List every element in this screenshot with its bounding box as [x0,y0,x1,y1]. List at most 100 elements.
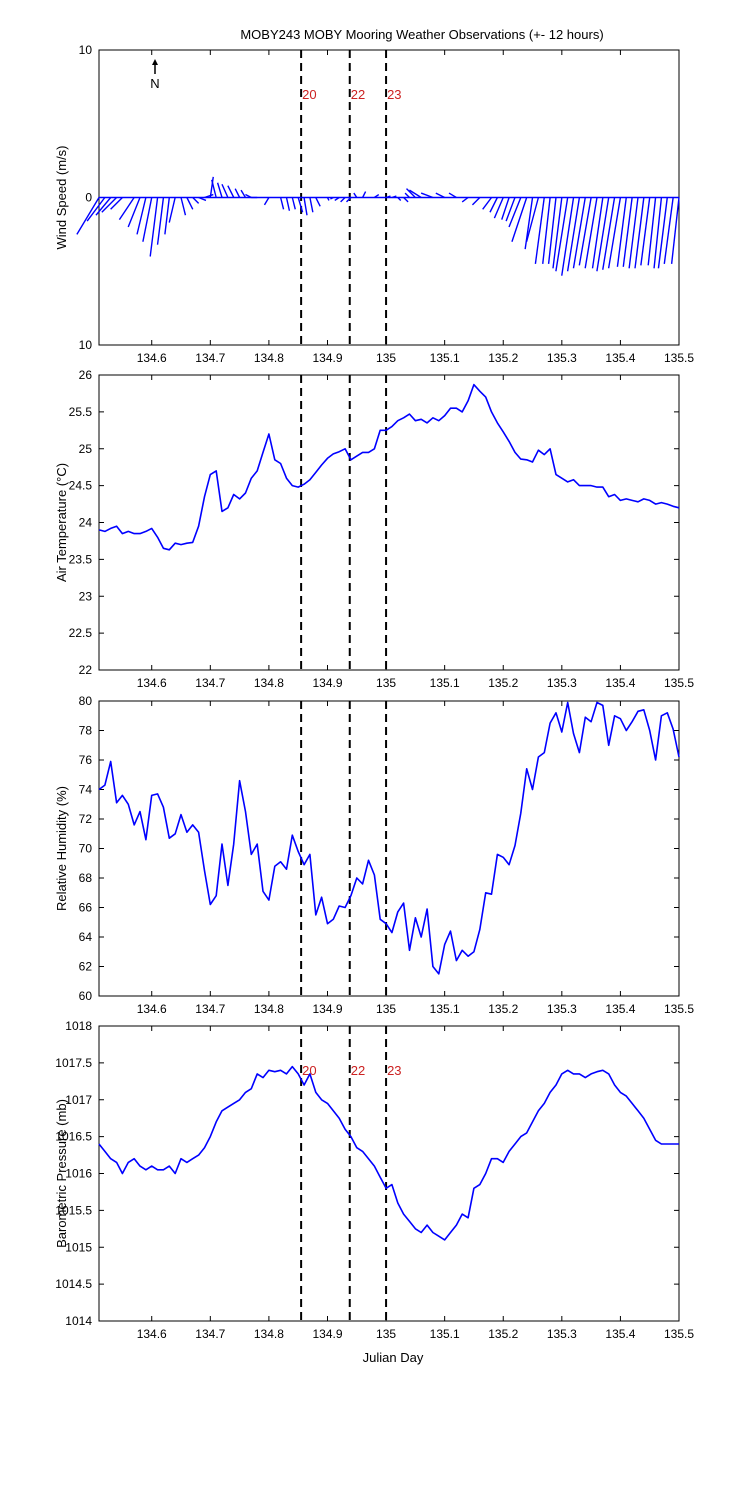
x-tick-label: 134.9 [312,351,342,365]
wind-stick [168,197,176,223]
relative-humidity-panel: 134.6 134.7 134.8 134.9 135 135.1 135.2 135.3 13… [54,694,694,1016]
x-tick-label: 134.8 [254,676,284,690]
marker-label: 23 [387,87,401,102]
wind-stick [285,197,291,211]
wind-stick [505,197,516,222]
y-tick-label: 78 [79,724,93,738]
y-tick-label: 68 [79,871,93,885]
wind-speed-panel: 134.6 134.7 134.8 134.9 135 135.1 135.2 135.3 13… [54,43,694,365]
x-tick-label: 135 [376,1002,396,1016]
wind-stick [566,197,581,272]
x-tick-label: 135.2 [488,1327,518,1341]
figure-title: MOBY243 MOBY Mooring Weather Observation… [240,27,603,42]
y-axis-label: Relative Humidity (%) [54,786,69,911]
series-line [98,1065,679,1241]
wind-stick [591,197,604,269]
wind-stick [291,197,296,210]
y-tick-label: 22 [79,663,93,677]
plot-frame [98,700,680,997]
x-tick-label: 134.9 [312,1002,342,1016]
x-tick-label: 134.9 [312,1327,342,1341]
x-tick-label: 135 [376,351,396,365]
y-tick-label: 24 [79,516,93,530]
wind-stick [640,197,651,266]
wind-stick [482,197,493,210]
wind-stick [149,197,159,257]
wind-stick [211,179,217,198]
x-tick-label: 135.3 [547,1327,577,1341]
x-tick-label: 135.1 [430,676,460,690]
wind-stick [461,196,469,203]
x-tick-label: 135.5 [664,1327,694,1341]
wind-stick [303,197,308,216]
x-tick-label: 135.1 [430,1327,460,1341]
wind-stick [86,197,106,222]
y-tick-label: 24.5 [69,479,93,493]
x-tick-label: 135.3 [547,676,577,690]
series-line [98,701,680,975]
wind-stick [406,188,416,198]
marker-label: 20 [302,87,316,102]
air-temperature-panel: 134.6 134.7 134.8 134.9 135 135.1 135.2 135.3 13… [54,368,694,690]
wind-stick [118,197,135,221]
wind-stick [409,189,422,199]
y-tick-label: 1017 [65,1093,92,1107]
wind-stick [326,197,330,201]
wind-stick [547,197,557,264]
wind-stick [101,197,118,213]
y-tick-label: 62 [79,960,93,974]
wind-stick [373,193,380,199]
wind-stick [511,197,528,242]
y-axis-label: Wind Speed (m/s) [54,145,69,249]
x-tick-label: 134.8 [254,1002,284,1016]
y-tick-label: 23 [79,589,93,603]
x-tick-label: 135.4 [605,1002,635,1016]
x-tick-label: 135.4 [605,1327,635,1341]
wind-stick [578,197,592,266]
wind-stick [221,183,229,198]
north-arrow-head-icon [152,59,158,65]
wind-stick [493,197,504,219]
wind-stick [508,197,522,228]
wind-stick [420,192,434,199]
y-tick-label: 80 [79,694,93,708]
wind-stick [192,197,200,204]
wind-stick [76,197,100,235]
wind-stick [227,185,235,198]
y-tick-label: 1015.5 [55,1203,92,1217]
marker-label: 20 [302,1063,316,1078]
wind-stick [471,197,481,206]
x-tick-label: 134.7 [195,1002,225,1016]
wind-stick [142,197,153,242]
x-tick-label: 135.1 [430,1002,460,1016]
wind-stick [330,196,334,200]
y-axis-label: Air Temperature (°C) [54,463,69,582]
y-tick-label: 23.5 [69,552,93,566]
y-axis-label: Barometric Pressure (mb) [54,1099,69,1248]
north-label: N [150,76,159,91]
y-tick-label: 1014 [65,1314,92,1328]
x-tick-label: 134.6 [137,1002,167,1016]
y-tick-label: 64 [79,930,93,944]
plot-frame [98,374,680,671]
x-tick-label: 134.6 [137,676,167,690]
y-tick-label: 74 [79,783,93,797]
wind-stick [204,193,214,199]
wind-stick [622,197,633,267]
x-tick-label: 135.3 [547,351,577,365]
x-tick-label: 135.5 [664,351,694,365]
x-axis-label: Julian Day [363,1350,424,1365]
wind-stick [315,197,321,207]
wind-stick [263,197,270,206]
wind-stick [198,196,207,202]
x-tick-label: 135.3 [547,1002,577,1016]
y-tick-label: 1016 [65,1167,92,1181]
wind-stick [653,197,663,269]
wind-stick [353,192,358,198]
wind-stick [297,197,304,213]
y-tick-label: 1015 [65,1240,92,1254]
y-tick-label: 10 [79,338,93,352]
wind-stick [525,197,540,242]
x-tick-label: 134.8 [254,351,284,365]
